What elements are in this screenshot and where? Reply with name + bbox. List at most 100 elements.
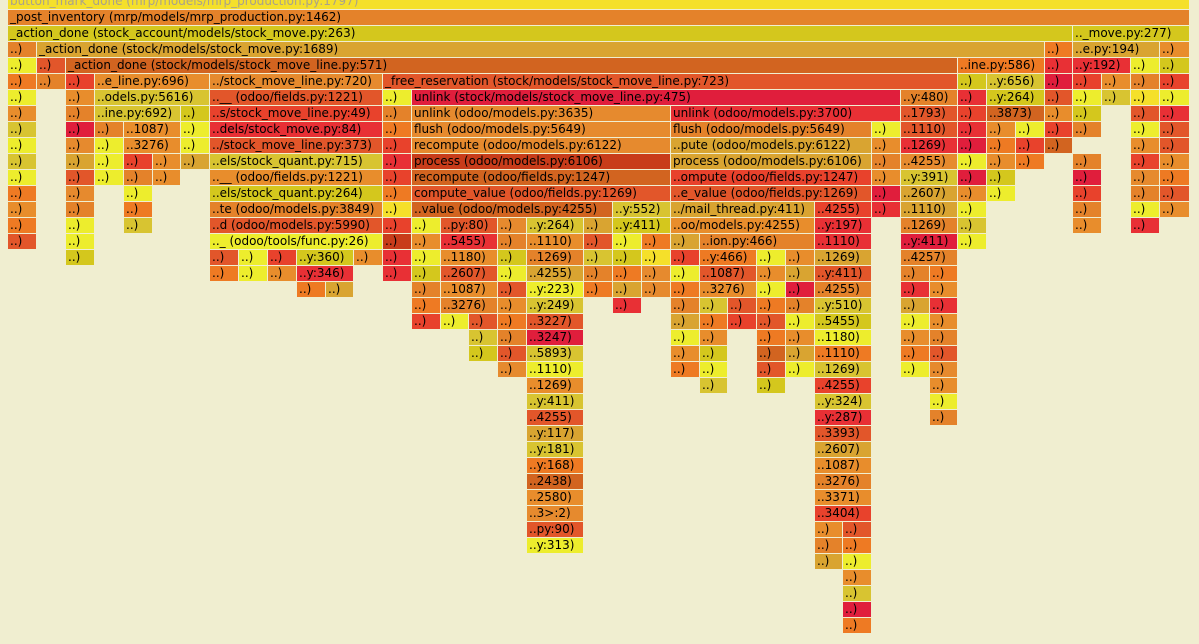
flame-frame[interactable]: ..): [671, 282, 700, 297]
flame-frame[interactable]: ..): [37, 58, 66, 73]
flame-frame[interactable]: ..): [815, 538, 843, 553]
flame-frame[interactable]: ..y:656): [987, 74, 1045, 89]
flame-frame[interactable]: ..): [1073, 154, 1102, 169]
flame-frame[interactable]: ..): [1160, 90, 1190, 105]
flame-frame[interactable]: ..): [37, 74, 66, 89]
flame-frame[interactable]: ..): [671, 298, 700, 313]
flame-frame[interactable]: ..): [901, 298, 930, 313]
flame-frame[interactable]: ..): [1131, 58, 1160, 73]
flame-frame[interactable]: ..): [930, 346, 958, 361]
flame-frame[interactable]: ..): [757, 314, 786, 329]
flame-frame[interactable]: ..): [124, 202, 153, 217]
flame-frame[interactable]: ..): [66, 138, 95, 153]
flame-frame[interactable]: ..): [786, 362, 815, 377]
flame-frame[interactable]: ..): [930, 266, 958, 281]
flame-frame[interactable]: ..py:80): [441, 218, 498, 233]
flame-frame[interactable]: ..): [786, 298, 815, 313]
flame-frame[interactable]: ..te (odoo/models.py:3849): [210, 202, 383, 217]
flame-frame[interactable]: ..__ (odoo/fields.py:1221): [210, 90, 383, 105]
flame-frame[interactable]: ..): [930, 298, 958, 313]
flame-frame[interactable]: ..): [613, 234, 642, 249]
flame-frame[interactable]: ..): [268, 250, 297, 265]
flame-frame[interactable]: ..): [700, 298, 728, 313]
flame-frame[interactable]: ..): [901, 346, 930, 361]
flame-frame[interactable]: ..): [1045, 58, 1073, 73]
flame-frame[interactable]: ..): [383, 90, 412, 105]
flame-frame[interactable]: ..): [469, 346, 498, 361]
flame-frame[interactable]: ..py:90): [527, 522, 584, 537]
flame-frame[interactable]: ..): [66, 250, 95, 265]
flame-frame[interactable]: ..2580): [527, 490, 584, 505]
flame-frame[interactable]: ..): [872, 186, 901, 201]
flame-frame[interactable]: ..): [642, 266, 671, 281]
flame-frame[interactable]: ..): [1160, 186, 1190, 201]
flame-frame[interactable]: ..): [987, 186, 1016, 201]
flame-frame[interactable]: ..y:480): [901, 90, 958, 105]
flame-frame[interactable]: ..): [958, 202, 987, 217]
flame-frame[interactable]: ..): [1160, 122, 1190, 137]
flame-frame[interactable]: ..1110): [815, 346, 872, 361]
flame-frame[interactable]: ..1180): [815, 330, 872, 345]
flame-frame[interactable]: ..): [1131, 186, 1160, 201]
flame-frame[interactable]: flush (odoo/models.py:5649): [412, 122, 671, 137]
flame-frame[interactable]: ..): [613, 298, 642, 313]
flame-frame[interactable]: ..): [498, 250, 527, 265]
flame-frame[interactable]: ..1087): [700, 266, 757, 281]
flame-frame[interactable]: ..4255): [815, 378, 872, 393]
flame-frame[interactable]: ..): [757, 362, 786, 377]
flame-frame[interactable]: ..): [1131, 138, 1160, 153]
flame-frame[interactable]: ..): [1016, 154, 1045, 169]
flame-frame[interactable]: ..): [95, 154, 124, 169]
flame-frame[interactable]: ..): [1131, 106, 1160, 121]
flame-frame[interactable]: ..e.py:194): [1073, 42, 1160, 57]
flame-frame[interactable]: ..5893): [527, 346, 584, 361]
flame-frame[interactable]: process (odoo/models.py:6106): [412, 154, 671, 169]
flame-frame[interactable]: ..): [700, 346, 728, 361]
flame-frame[interactable]: ..): [1102, 90, 1131, 105]
flame-frame[interactable]: ..): [95, 138, 124, 153]
flame-frame[interactable]: ..1087): [441, 282, 498, 297]
flame-frame[interactable]: ..): [1045, 74, 1073, 89]
flame-frame[interactable]: ..): [786, 282, 815, 297]
flame-frame[interactable]: ..els/stock_quant.py:264): [210, 186, 383, 201]
flame-frame[interactable]: ..): [1073, 186, 1102, 201]
flame-frame[interactable]: ..): [930, 394, 958, 409]
flame-frame[interactable]: ..): [930, 314, 958, 329]
flame-frame[interactable]: ..): [124, 218, 153, 233]
flame-frame[interactable]: ..4255): [527, 266, 584, 281]
flame-frame[interactable]: ..): [786, 346, 815, 361]
flame-frame[interactable]: ..): [613, 282, 642, 297]
flame-frame[interactable]: ..): [8, 170, 37, 185]
flame-frame[interactable]: ..): [498, 234, 527, 249]
flame-frame[interactable]: ..): [1160, 106, 1190, 121]
flame-frame[interactable]: ..): [958, 154, 987, 169]
flame-frame[interactable]: ..): [1016, 138, 1045, 153]
flame-frame[interactable]: ..): [958, 170, 987, 185]
flame-frame[interactable]: ..): [901, 330, 930, 345]
flame-frame[interactable]: ..): [469, 314, 498, 329]
flame-frame[interactable]: ..1269): [527, 250, 584, 265]
flame-frame[interactable]: ..): [383, 106, 412, 121]
flame-frame[interactable]: ..): [786, 266, 815, 281]
flame-frame[interactable]: ..): [987, 154, 1016, 169]
flame-frame[interactable]: compute_value (odoo/fields.py:1269): [412, 186, 671, 201]
flame-frame[interactable]: ..3276): [700, 282, 757, 297]
flame-frame[interactable]: ..): [757, 378, 786, 393]
flame-frame[interactable]: ..): [1045, 106, 1073, 121]
flame-frame[interactable]: ..): [1160, 202, 1190, 217]
flame-frame[interactable]: ..): [1073, 218, 1102, 233]
flame-frame[interactable]: ..): [700, 362, 728, 377]
flame-frame[interactable]: ..4257): [901, 250, 958, 265]
flame-frame[interactable]: button_mark_done (mrp/models/mrp_product…: [8, 0, 1190, 9]
flame-frame[interactable]: ..): [1131, 90, 1160, 105]
flame-frame[interactable]: ..): [930, 330, 958, 345]
flame-frame[interactable]: ..): [671, 234, 700, 249]
flame-frame[interactable]: ..): [642, 250, 671, 265]
flame-frame[interactable]: ..): [498, 282, 527, 297]
flame-frame[interactable]: ..4255): [815, 282, 872, 297]
flame-frame[interactable]: ..y:287): [815, 410, 872, 425]
flame-frame[interactable]: ..1269): [815, 250, 872, 265]
flame-frame[interactable]: ..): [1160, 170, 1190, 185]
flame-frame[interactable]: ..y:197): [815, 218, 872, 233]
flame-frame[interactable]: ..): [1160, 42, 1190, 57]
